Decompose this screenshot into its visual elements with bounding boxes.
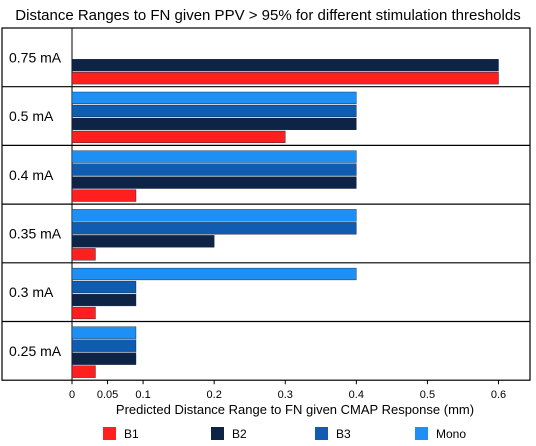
- bar-b3-5: [71, 280, 137, 294]
- x-tick-label: 0.6: [491, 389, 506, 401]
- bar-mono-5: [71, 267, 357, 281]
- legend-label-b2: B2: [232, 427, 247, 441]
- category-label: 0.5 mA: [9, 108, 54, 124]
- bar-b3-4: [71, 222, 357, 235]
- bar-b3-2: [71, 104, 357, 118]
- bars: [71, 59, 499, 378]
- x-tick-label: 0.1: [135, 389, 150, 401]
- bar-b2-4: [71, 235, 215, 248]
- x-tick-label: 0.3: [278, 389, 293, 401]
- x-axis-ticks: 0 0.05 0.1 0.2 0.3 0.4 0.5 0.6: [69, 380, 506, 401]
- bar-b3-6: [71, 339, 137, 352]
- x-tick-label: 0: [69, 389, 75, 401]
- bar-b1-2: [71, 130, 286, 144]
- category-label: 0.25 mA: [9, 343, 62, 359]
- bar-b1-4: [71, 248, 96, 261]
- x-tick-label: 0.4: [349, 389, 364, 401]
- bar-b1-5: [71, 306, 96, 320]
- legend-label-b3: B3: [336, 427, 351, 441]
- legend: B1 B2 B3 Mono: [103, 427, 466, 441]
- bar-b1-6: [71, 365, 96, 378]
- bar-mono-2: [71, 91, 357, 105]
- bar-mono-6: [71, 326, 137, 339]
- panels: 0.75 mA 0.5 mA 0.4 mA 0.35 mA 0.3 mA 0.25 mA: [1, 27, 531, 381]
- x-tick-label: 0.5: [420, 389, 435, 401]
- category-label: 0.35 mA: [9, 225, 62, 241]
- legend-swatch-b3: [315, 427, 328, 440]
- x-tick-label: 0.05: [97, 389, 118, 401]
- legend-swatch-b1: [103, 427, 116, 440]
- chart-title: Distance Ranges to FN given PPV > 95% fo…: [15, 7, 520, 24]
- x-tick-label: 0.2: [207, 389, 222, 401]
- bar-b1-1: [71, 72, 499, 85]
- legend-label-b1: B1: [124, 427, 139, 441]
- legend-swatch-mono: [415, 427, 428, 440]
- legend-label-mono: Mono: [436, 427, 466, 441]
- bar-b1-3: [71, 189, 137, 202]
- bar-b3-3: [71, 163, 357, 176]
- x-axis-label: Predicted Distance Range to FN given CMA…: [116, 402, 474, 417]
- bar-mono-3: [71, 150, 357, 163]
- bar-b2-1: [71, 59, 499, 72]
- category-label: 0.4 mA: [9, 167, 54, 183]
- legend-swatch-b2: [211, 427, 224, 440]
- bar-b2-5: [71, 293, 137, 307]
- category-label: 0.75 mA: [9, 49, 62, 65]
- bar-b2-2: [71, 117, 357, 131]
- bar-b2-3: [71, 176, 357, 189]
- bar-mono-4: [71, 209, 357, 222]
- bar-b2-6: [71, 352, 137, 365]
- category-label: 0.3 mA: [9, 284, 54, 300]
